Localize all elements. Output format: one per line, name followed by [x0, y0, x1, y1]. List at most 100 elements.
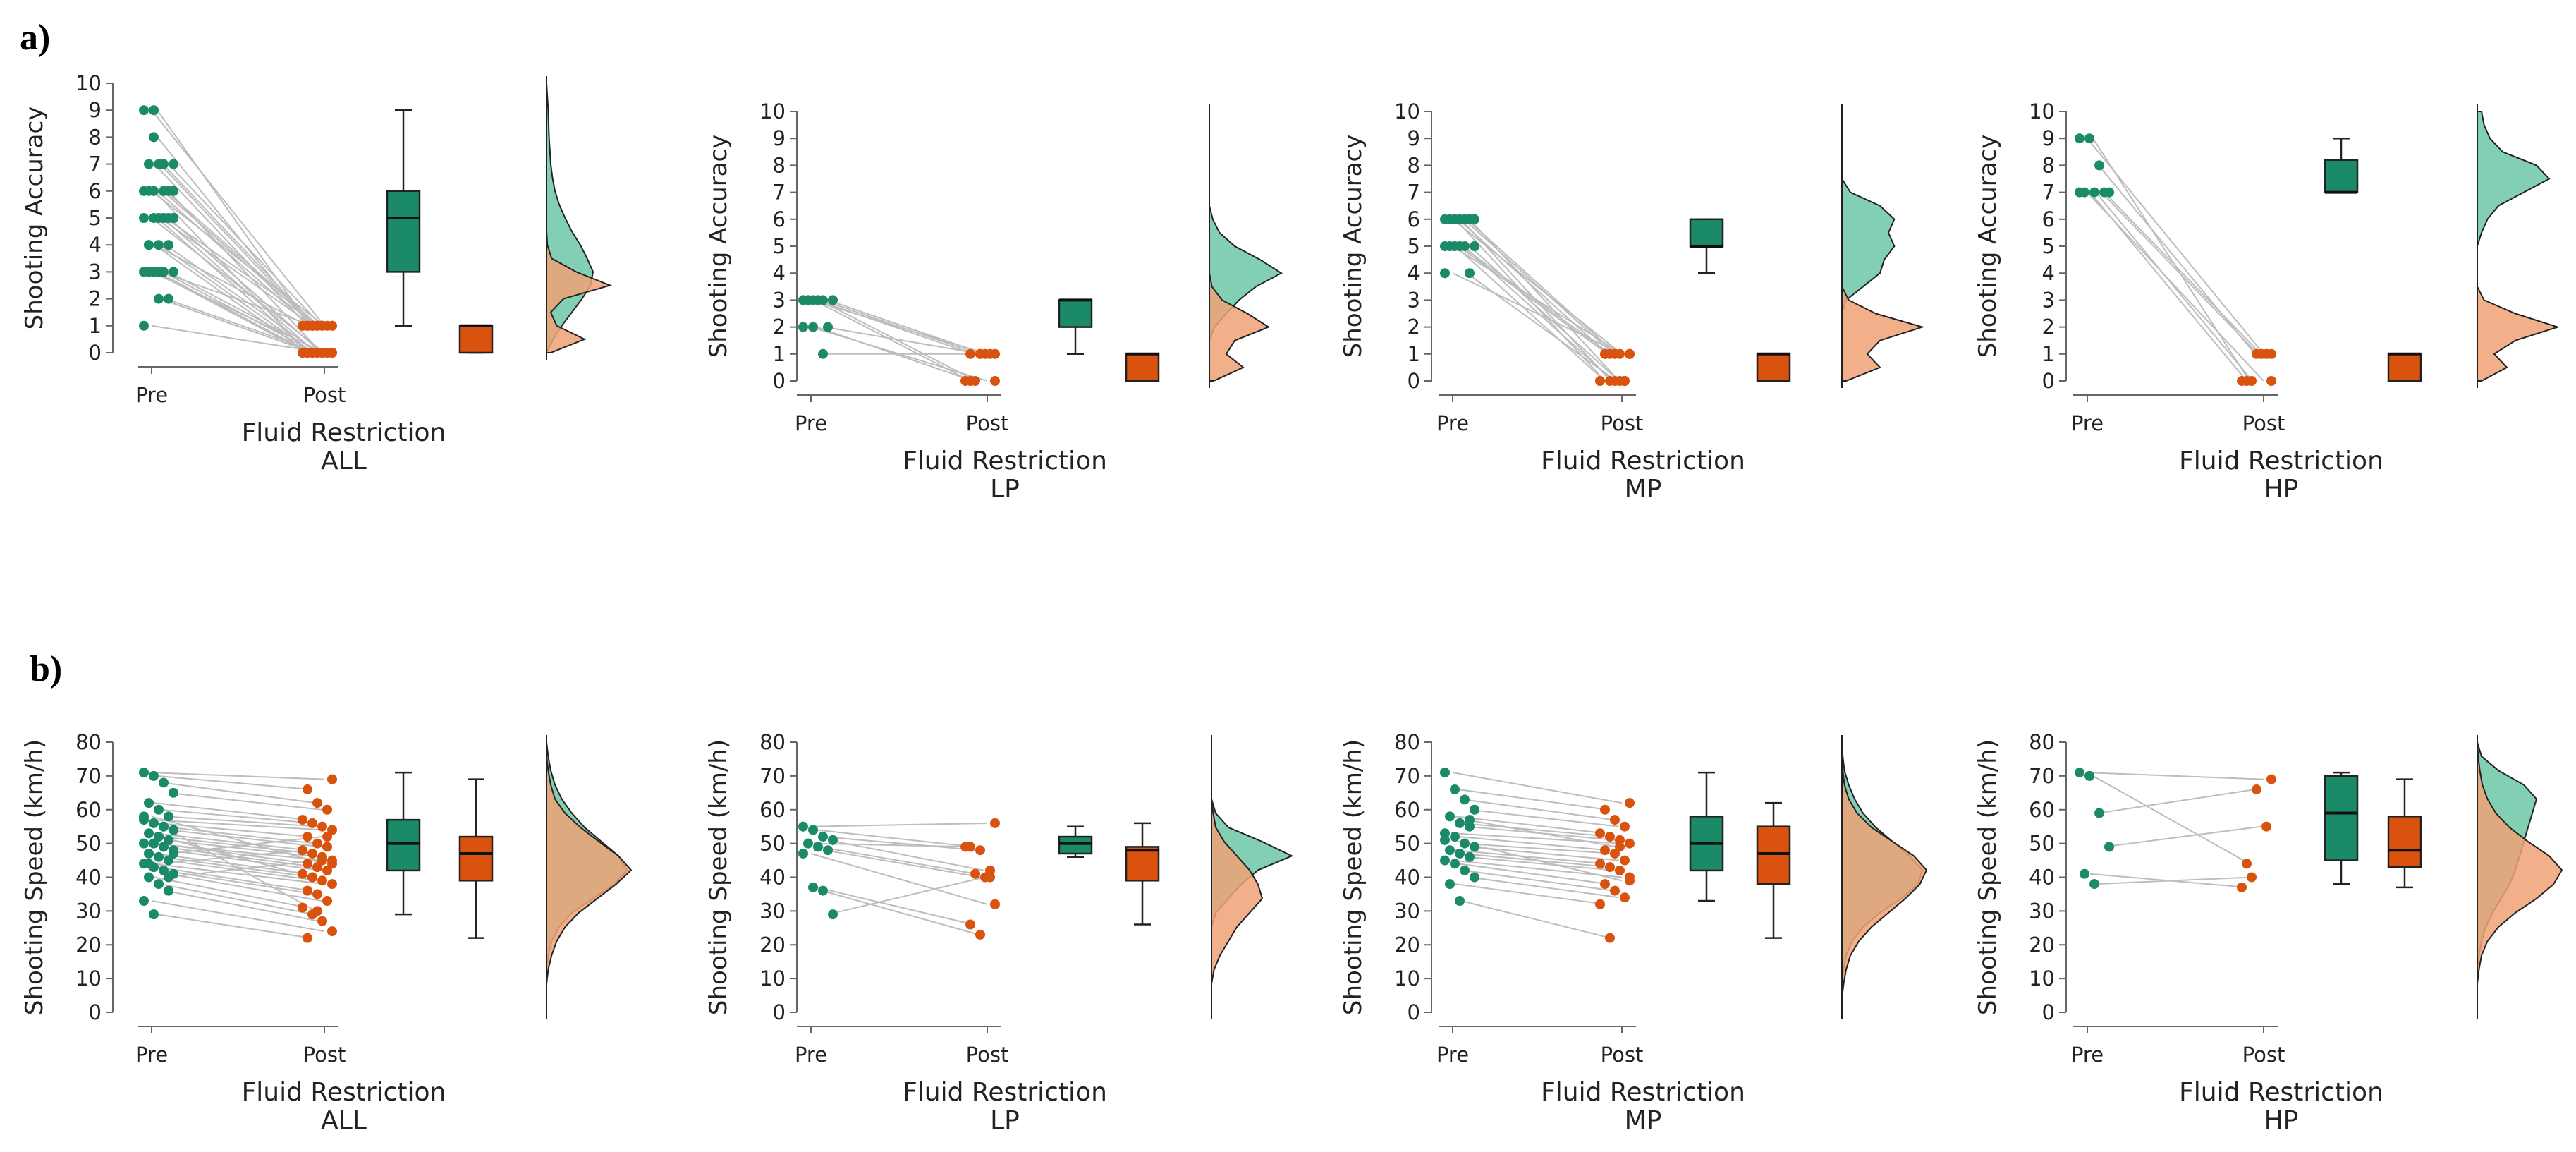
- pair-line: [816, 829, 974, 848]
- post-point: [312, 862, 322, 873]
- pair-line: [157, 190, 311, 327]
- pre-point: [1465, 815, 1475, 825]
- x-axis-title: Fluid Restriction: [242, 1078, 446, 1107]
- x-tick-label-post: Post: [1601, 1043, 1644, 1067]
- post-point: [2266, 774, 2276, 784]
- y-tick-label: 30: [75, 899, 102, 923]
- y-tick-label: 8: [773, 153, 786, 177]
- y-tick-label: 20: [75, 933, 102, 957]
- pair-line: [810, 822, 988, 827]
- pair-line: [1452, 272, 1623, 355]
- post-point: [985, 865, 995, 875]
- pre-point: [1440, 855, 1450, 866]
- y-tick-label: 0: [89, 341, 102, 365]
- pair-line: [157, 775, 311, 791]
- x-tick-label-pre: Pre: [2071, 1043, 2104, 1067]
- y-axis-title: Shooting Accuracy: [20, 107, 49, 330]
- pair-line: [159, 836, 314, 878]
- y-tick-label: 9: [89, 98, 102, 122]
- y-tick-label: 40: [759, 866, 786, 890]
- post-point: [2252, 784, 2261, 795]
- pair-line: [159, 271, 314, 327]
- post-point: [322, 832, 332, 842]
- y-tick-label: 20: [2029, 933, 2055, 957]
- post-point: [298, 348, 307, 358]
- pre-point: [149, 105, 159, 116]
- chart-speed-hp: 0 10 20 30 40 50 60 70 80 Pre Post Shooting Speed (…: [1974, 730, 2563, 1135]
- pair-line: [1458, 789, 1609, 811]
- post-point: [965, 376, 975, 386]
- post-box: [458, 325, 494, 354]
- pair-line: [1452, 832, 1623, 844]
- post-point: [298, 845, 307, 856]
- post-point: [975, 929, 985, 940]
- pair-line: [813, 842, 971, 848]
- pair-line: [827, 876, 985, 916]
- pre-point: [1455, 848, 1465, 859]
- y-tick-label: 80: [75, 730, 102, 754]
- pair-line: [159, 808, 314, 824]
- pair-line: [822, 299, 979, 355]
- pre-point: [149, 213, 159, 223]
- y-tick-label: 1: [1408, 342, 1420, 366]
- post-point: [1605, 832, 1615, 842]
- pre-point: [159, 842, 169, 852]
- post-point: [985, 872, 995, 883]
- y-tick-label: 70: [759, 764, 786, 788]
- post-point: [1615, 348, 1625, 359]
- post-box: [1756, 825, 1791, 885]
- y-tick-label: 70: [2029, 764, 2055, 788]
- y-axis-title: Shooting Speed (km/h): [1339, 739, 1367, 1015]
- x-tick-label-post: Post: [966, 411, 1009, 435]
- group-label: LP: [990, 475, 1020, 504]
- post-point: [975, 348, 985, 359]
- pair-line: [162, 190, 317, 327]
- pair-line: [1455, 883, 1606, 905]
- pair-line: [822, 836, 979, 851]
- pair-line: [2104, 825, 2261, 848]
- x-tick-label-post: Post: [2242, 1043, 2285, 1067]
- pre-point: [1470, 872, 1479, 883]
- x-axis-title: Fluid Restriction: [242, 418, 446, 447]
- pair-line: [154, 190, 308, 353]
- pair-line: [2087, 191, 2264, 382]
- pair-line: [165, 298, 319, 353]
- pre-point: [1445, 879, 1455, 890]
- panel-b-letter: b): [30, 649, 62, 689]
- y-tick-label: 50: [75, 832, 102, 856]
- x-tick-label-pre: Pre: [135, 1043, 168, 1067]
- pre-point: [1450, 859, 1460, 869]
- y-tick-label: 2: [89, 287, 102, 311]
- y-tick-label: 5: [89, 206, 102, 230]
- pre-point: [169, 159, 178, 169]
- pair-line: [168, 873, 322, 902]
- post-point: [2247, 376, 2257, 386]
- pre-point: [818, 885, 828, 896]
- pair-line: [162, 217, 317, 353]
- pair-line: [151, 190, 325, 327]
- x-axis-title: Fluid Restriction: [903, 447, 1107, 475]
- pre-point: [818, 832, 828, 842]
- post-point: [312, 889, 322, 899]
- y-tick-label: 50: [759, 832, 786, 856]
- pre-point: [154, 879, 164, 890]
- pair-line: [168, 271, 322, 353]
- pre-point: [154, 832, 164, 842]
- y-tick-label: 5: [773, 234, 786, 258]
- y-axis-title: Shooting Speed (km/h): [20, 739, 49, 1015]
- pre-point: [828, 295, 838, 305]
- pre-point: [823, 845, 833, 856]
- x-axis-title: Fluid Restriction: [2179, 447, 2383, 475]
- y-tick-label: 2: [2042, 315, 2055, 339]
- pre-point: [1450, 784, 1460, 795]
- pair-line: [2098, 164, 2256, 355]
- pair-line: [151, 772, 325, 780]
- pair-line: [2092, 138, 2250, 382]
- y-tick-label: 5: [1408, 234, 1420, 258]
- pre-point: [164, 835, 173, 845]
- pre-point: [159, 865, 169, 875]
- post-point: [1615, 865, 1625, 875]
- chart-speed-mp: 0 10 20 30 40 50 60 70 80 Pre Post Shooting Speed (…: [1339, 730, 1928, 1135]
- chart-speed-all: 0 10 20 30 40 50 60 70 80 Pre Post Shooting Speed (…: [20, 730, 633, 1135]
